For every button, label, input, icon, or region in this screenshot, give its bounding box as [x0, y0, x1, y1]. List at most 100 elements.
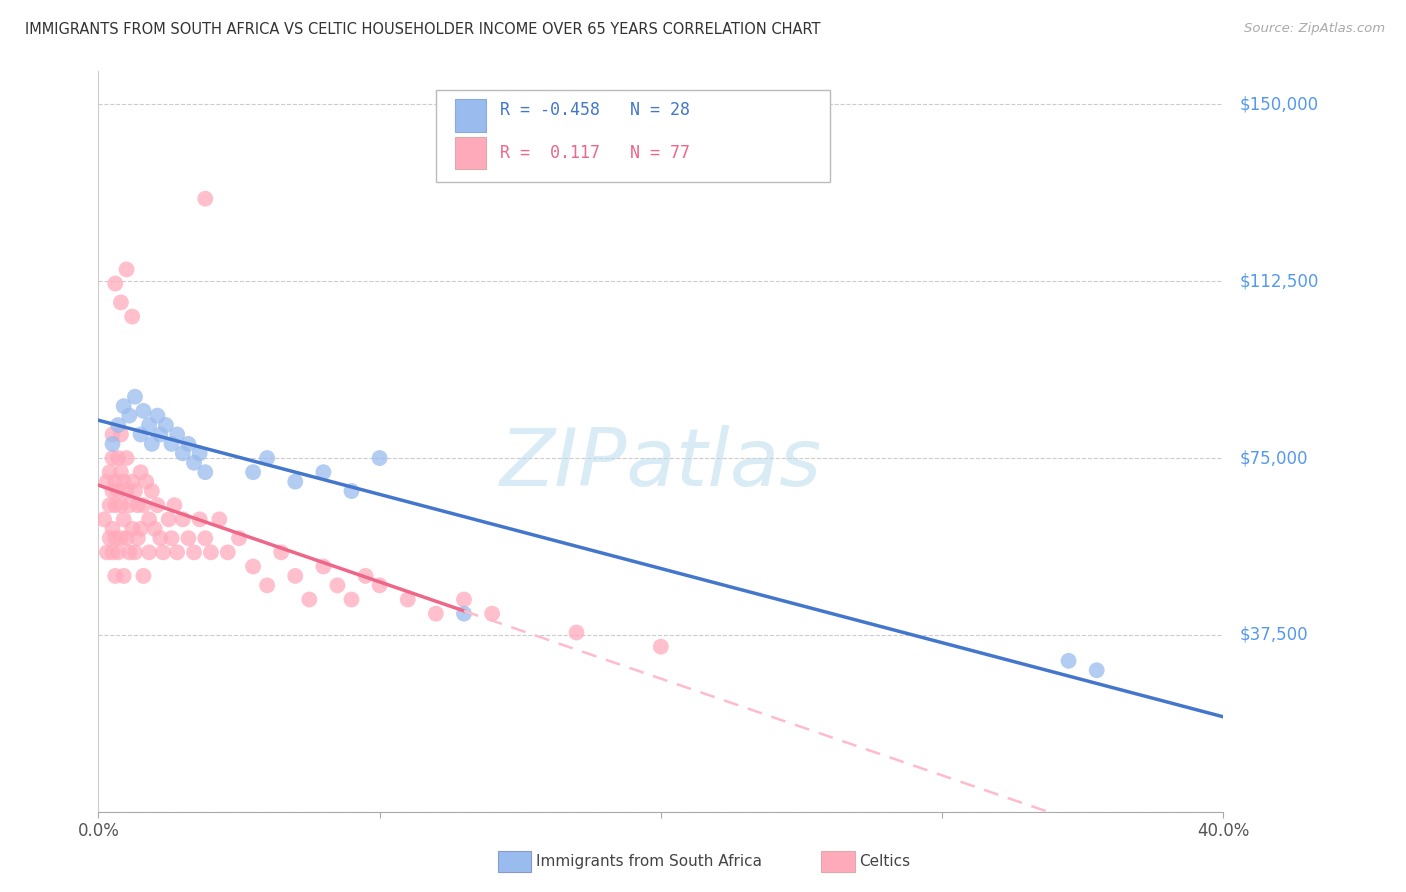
Point — [565, 625, 588, 640]
Point — [138, 512, 160, 526]
Text: $75,000: $75,000 — [1240, 449, 1309, 467]
Point — [98, 465, 121, 479]
Point — [124, 390, 146, 404]
Point — [650, 640, 672, 654]
Point — [132, 404, 155, 418]
Point — [135, 475, 157, 489]
Point — [340, 592, 363, 607]
Point — [104, 569, 127, 583]
Point — [93, 512, 115, 526]
Point — [101, 522, 124, 536]
Point — [183, 545, 205, 559]
Point — [256, 451, 278, 466]
Point — [183, 456, 205, 470]
Point — [368, 578, 391, 592]
Point — [149, 427, 172, 442]
Point — [101, 427, 124, 442]
FancyBboxPatch shape — [456, 136, 486, 169]
Point — [124, 484, 146, 499]
Point — [98, 498, 121, 512]
Point — [110, 427, 132, 442]
Point — [101, 484, 124, 499]
Text: $112,500: $112,500 — [1240, 272, 1319, 290]
Point — [146, 498, 169, 512]
Point — [124, 545, 146, 559]
Point — [172, 512, 194, 526]
Point — [118, 545, 141, 559]
Point — [163, 498, 186, 512]
Point — [194, 192, 217, 206]
Point — [96, 475, 118, 489]
Point — [368, 451, 391, 466]
Point — [129, 427, 152, 442]
Point — [172, 446, 194, 460]
Point — [177, 437, 200, 451]
Point — [110, 498, 132, 512]
Point — [256, 578, 278, 592]
Point — [160, 531, 183, 545]
Point — [121, 522, 143, 536]
Text: Celtics: Celtics — [859, 855, 910, 869]
Point — [115, 531, 138, 545]
Point — [110, 295, 132, 310]
Point — [115, 262, 138, 277]
Point — [115, 451, 138, 466]
Point — [200, 545, 222, 559]
Point — [194, 531, 217, 545]
Point — [112, 512, 135, 526]
Point — [228, 531, 250, 545]
Point — [270, 545, 292, 559]
Point — [188, 446, 211, 460]
Point — [96, 545, 118, 559]
Point — [101, 451, 124, 466]
Point — [1085, 663, 1108, 677]
Point — [98, 531, 121, 545]
FancyBboxPatch shape — [456, 100, 486, 132]
Point — [127, 498, 149, 512]
Point — [141, 437, 163, 451]
Text: IMMIGRANTS FROM SOUTH AFRICA VS CELTIC HOUSEHOLDER INCOME OVER 65 YEARS CORRELAT: IMMIGRANTS FROM SOUTH AFRICA VS CELTIC H… — [25, 22, 821, 37]
Point — [326, 578, 349, 592]
Point — [104, 277, 127, 291]
Text: ZIPatlas: ZIPatlas — [499, 425, 823, 503]
Point — [118, 498, 141, 512]
Point — [101, 437, 124, 451]
Point — [129, 522, 152, 536]
Point — [118, 409, 141, 423]
Text: Immigrants from South Africa: Immigrants from South Africa — [536, 855, 762, 869]
Point — [284, 475, 307, 489]
Point — [141, 484, 163, 499]
Text: R =  0.117   N = 77: R = 0.117 N = 77 — [501, 144, 690, 161]
Text: R = -0.458   N = 28: R = -0.458 N = 28 — [501, 101, 690, 119]
Point — [110, 531, 132, 545]
Point — [453, 607, 475, 621]
Point — [104, 475, 127, 489]
Point — [107, 484, 129, 499]
Point — [138, 545, 160, 559]
Text: $150,000: $150,000 — [1240, 95, 1319, 113]
Point — [138, 417, 160, 432]
Point — [112, 399, 135, 413]
Point — [298, 592, 321, 607]
Point — [166, 545, 188, 559]
Point — [242, 559, 264, 574]
Point — [284, 569, 307, 583]
Point — [112, 569, 135, 583]
Point — [107, 451, 129, 466]
Point — [481, 607, 503, 621]
Point — [217, 545, 239, 559]
Point — [155, 417, 177, 432]
Point — [177, 531, 200, 545]
Point — [132, 569, 155, 583]
Point — [166, 427, 188, 442]
Point — [312, 559, 335, 574]
Point — [115, 484, 138, 499]
Point — [104, 498, 127, 512]
Point — [110, 465, 132, 479]
FancyBboxPatch shape — [436, 90, 830, 183]
Point — [107, 417, 129, 432]
Point — [152, 545, 174, 559]
Point — [121, 310, 143, 324]
Point — [188, 512, 211, 526]
Point — [453, 592, 475, 607]
